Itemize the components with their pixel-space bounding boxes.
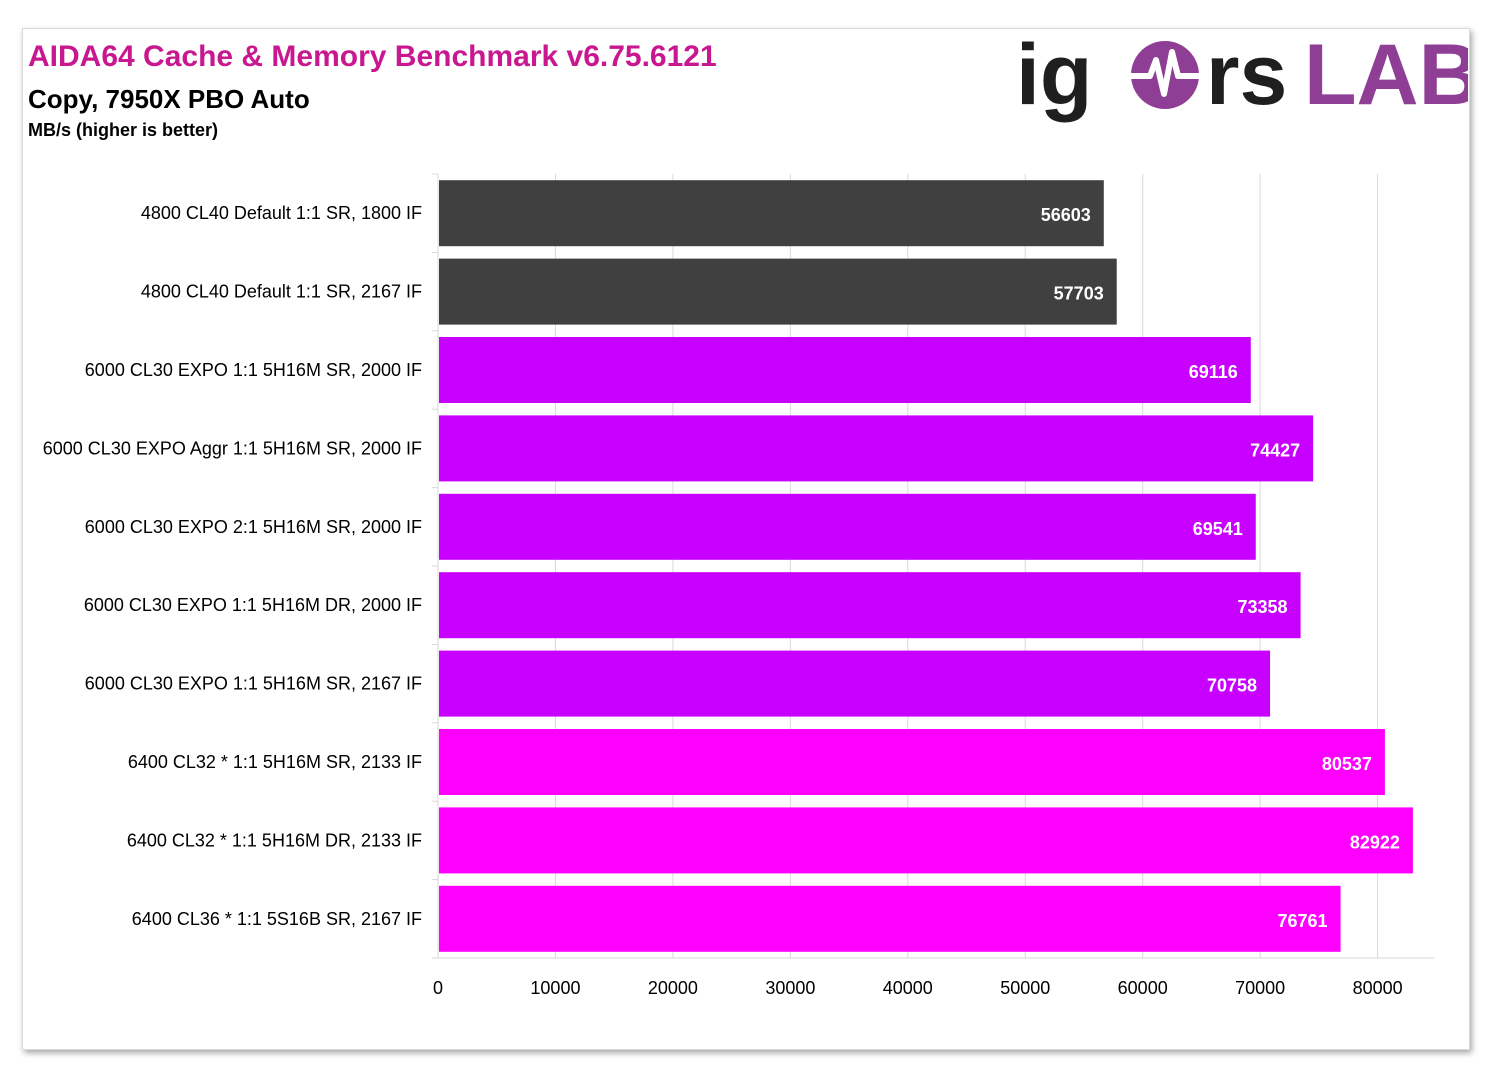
axes [437, 174, 1435, 959]
value-label: 70758 [1207, 676, 1257, 696]
bar [439, 650, 1271, 717]
value-label: 69541 [1193, 519, 1243, 539]
category-label: 6000 CL30 EXPO 2:1 5H16M SR, 2000 IF [85, 517, 422, 537]
value-label: 57703 [1054, 284, 1104, 304]
bar [439, 572, 1301, 639]
igorslab-logo: ig rs LAB [1016, 30, 1468, 123]
chart-subtitle: Copy, 7950X PBO Auto [28, 84, 310, 114]
category-separators [432, 173, 438, 959]
logo-text-mid: rs [1206, 30, 1287, 123]
value-label: 74427 [1250, 440, 1300, 460]
x-tick-label: 20000 [648, 978, 698, 998]
category-label: 6000 CL30 EXPO Aggr 1:1 5H16M SR, 2000 I… [43, 438, 422, 458]
bar [439, 493, 1256, 560]
x-tick-label: 80000 [1353, 978, 1403, 998]
category-label: 4800 CL40 Default 1:1 SR, 2167 IF [141, 282, 422, 302]
category-labels: 4800 CL40 Default 1:1 SR, 1800 IF 4800 CL… [43, 203, 422, 929]
category-label: 6000 CL30 EXPO 1:1 5H16M SR, 2167 IF [85, 674, 422, 694]
x-tick-label: 0 [433, 978, 443, 998]
logo-text-right: LAB [1304, 30, 1468, 123]
logo-heartbeat-icon [1126, 41, 1204, 109]
value-labels: 56603 57703 69116 74427 69541 73358 70758 80537… [1041, 205, 1400, 931]
chart-unit-label: MB/s (higher is better) [28, 120, 219, 140]
x-tick-label: 40000 [883, 978, 933, 998]
value-label: 56603 [1041, 205, 1091, 225]
category-label: 6400 CL32 * 1:1 5H16M DR, 2133 IF [127, 830, 422, 850]
category-label: 6400 CL36 * 1:1 5S16B SR, 2167 IF [132, 909, 422, 929]
value-label: 82922 [1350, 832, 1400, 852]
bar [439, 180, 1104, 247]
x-tick-label: 70000 [1235, 978, 1285, 998]
bar [439, 729, 1385, 795]
category-label: 6400 CL32 * 1:1 5H16M SR, 2133 IF [128, 752, 422, 772]
x-tick-label: 30000 [765, 978, 815, 998]
x-tick-labels: 0 10000 20000 30000 40000 50000 60000 70000 8000… [433, 978, 1403, 998]
chart-title: AIDA64 Cache & Memory Benchmark v6.75.61… [28, 40, 717, 73]
value-label: 69116 [1189, 362, 1238, 382]
value-label: 73358 [1238, 597, 1288, 617]
bars [439, 180, 1413, 952]
category-label: 6000 CL30 EXPO 1:1 5H16M DR, 2000 IF [84, 595, 422, 615]
category-label: 6000 CL30 EXPO 1:1 5H16M SR, 2000 IF [85, 360, 422, 380]
bar [439, 337, 1251, 403]
x-tick-label: 50000 [1000, 978, 1050, 998]
x-tick-label: 60000 [1118, 978, 1168, 998]
value-label: 80537 [1322, 754, 1372, 774]
bar [439, 885, 1341, 952]
category-label: 4800 CL40 Default 1:1 SR, 1800 IF [141, 203, 422, 223]
x-tick-label: 10000 [530, 978, 580, 998]
value-label: 76761 [1277, 911, 1327, 931]
bar [439, 258, 1117, 325]
bar [439, 807, 1413, 874]
logo-text-left: ig [1016, 30, 1092, 123]
bar [439, 415, 1314, 482]
